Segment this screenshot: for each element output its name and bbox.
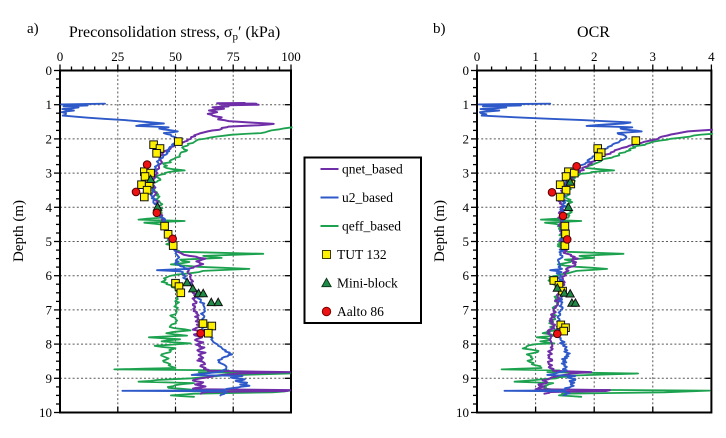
- svg-text:Depth (m): Depth (m): [432, 200, 448, 262]
- svg-text:50: 50: [169, 49, 182, 64]
- svg-text:5: 5: [463, 234, 470, 249]
- svg-text:a): a): [27, 21, 39, 37]
- svg-text:1: 1: [463, 97, 470, 112]
- svg-text:25: 25: [111, 49, 124, 64]
- svg-text:6: 6: [46, 268, 53, 283]
- svg-text:1: 1: [46, 97, 53, 112]
- svg-text:OCR: OCR: [577, 24, 610, 41]
- svg-text:9: 9: [46, 371, 53, 386]
- svg-text:Preconsolidation stress, σp′ (: Preconsolidation stress, σp′ (kPa): [69, 24, 280, 43]
- svg-text:7: 7: [46, 302, 53, 317]
- svg-text:u2_based: u2_based: [342, 190, 393, 205]
- svg-text:7: 7: [463, 302, 470, 317]
- svg-text:2: 2: [463, 131, 470, 146]
- svg-text:Depth (m): Depth (m): [11, 200, 27, 262]
- svg-text:0: 0: [474, 49, 481, 64]
- svg-text:qeff_based: qeff_based: [342, 219, 401, 234]
- svg-text:8: 8: [463, 337, 470, 352]
- svg-text:75: 75: [227, 49, 240, 64]
- svg-text:b): b): [433, 21, 446, 37]
- svg-text:0: 0: [463, 63, 470, 78]
- svg-text:4: 4: [463, 200, 470, 215]
- svg-text:3: 3: [463, 166, 470, 181]
- svg-text:8: 8: [46, 337, 53, 352]
- svg-text:3: 3: [650, 49, 657, 64]
- svg-text:10: 10: [39, 405, 52, 420]
- svg-text:Mini-block: Mini-block: [337, 276, 398, 291]
- svg-text:4: 4: [708, 49, 715, 64]
- svg-text:6: 6: [463, 268, 470, 283]
- svg-text:2: 2: [46, 131, 53, 146]
- svg-text:TUT 132: TUT 132: [337, 247, 387, 262]
- svg-text:3: 3: [46, 166, 53, 181]
- svg-text:100: 100: [281, 49, 301, 64]
- svg-text:9: 9: [463, 371, 470, 386]
- svg-text:4: 4: [46, 200, 53, 215]
- svg-text:0: 0: [57, 49, 64, 64]
- svg-text:1: 1: [532, 49, 539, 64]
- svg-text:10: 10: [456, 405, 469, 420]
- svg-text:5: 5: [46, 234, 53, 249]
- svg-text:Aalto 86: Aalto 86: [337, 304, 384, 319]
- svg-text:2: 2: [591, 49, 598, 64]
- svg-text:qnet_based: qnet_based: [342, 162, 403, 177]
- svg-text:0: 0: [46, 63, 53, 78]
